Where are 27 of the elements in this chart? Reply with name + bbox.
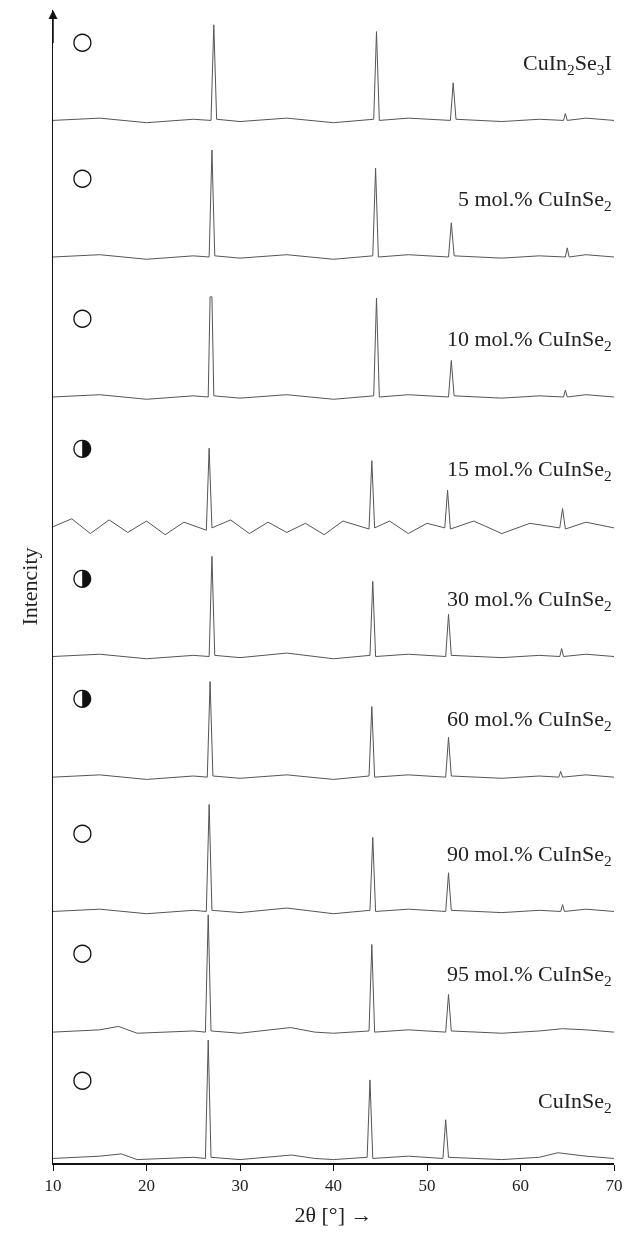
y-axis-title: Intencity [16, 547, 42, 626]
annotation: ○ [72, 938, 93, 966]
series-label: CuInSe$_{2}$ [538, 1088, 612, 1116]
annotation: ◑ [72, 563, 93, 591]
annotation: ◑ [72, 433, 93, 461]
x-tick-label: 10 [44, 1175, 62, 1195]
series-label: 15 mol.% CuInSe$_{2}$ [447, 456, 612, 484]
x-tick-label: 70 [605, 1175, 623, 1195]
x-tick-label: 30 [231, 1175, 249, 1195]
series-label: 5 mol.% CuInSe$_{2}$ [458, 186, 612, 214]
annotation: ○ [72, 818, 93, 846]
x-axis-title: 2θ [°] → [294, 1201, 373, 1227]
series-label: 95 mol.% CuInSe$_{2}$ [447, 961, 612, 989]
annotation: ○ [72, 163, 93, 191]
series-label: 30 mol.% CuInSe$_{2}$ [447, 586, 612, 614]
series-label: 90 mol.% CuInSe$_{2}$ [447, 841, 612, 869]
x-tick-label: 20 [138, 1175, 155, 1195]
annotation: ○ [72, 1065, 93, 1093]
annotation: ○ [72, 27, 93, 55]
annotation: ○ [72, 303, 93, 331]
x-tick-label: 60 [512, 1175, 529, 1195]
x-tick-label: 40 [325, 1175, 342, 1195]
series-label: CuIn$_{2}$Se$_{3}$I [523, 50, 612, 78]
series-label: 10 mol.% CuInSe$_{2}$ [447, 326, 612, 354]
x-tick-label: 50 [418, 1175, 436, 1195]
annotation: ◑ [72, 683, 93, 711]
series-label: 60 mol.% CuInSe$_{2}$ [447, 706, 612, 734]
